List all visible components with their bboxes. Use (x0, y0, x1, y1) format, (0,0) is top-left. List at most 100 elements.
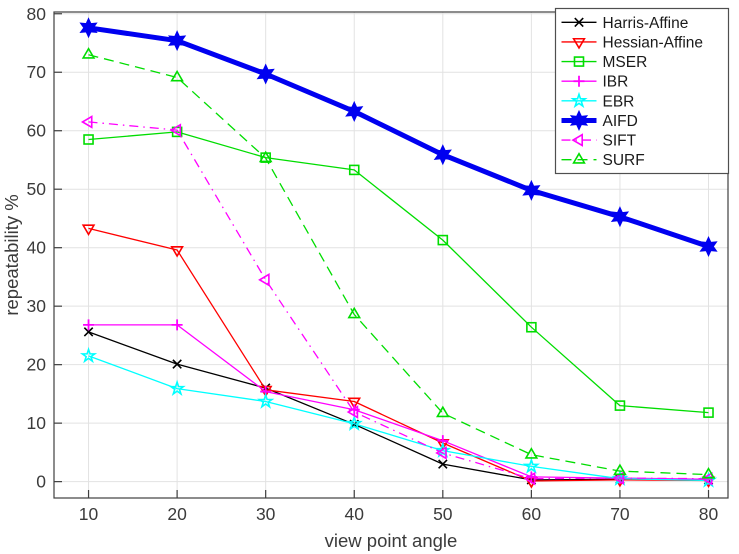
series-aifd (79, 17, 718, 258)
marker-triangle-up (572, 152, 586, 164)
marker-hexagram-filled (168, 30, 187, 52)
series-line (88, 324, 709, 480)
y-tick-label: 20 (27, 355, 47, 375)
marker-x (574, 17, 584, 28)
x-tick-label: 60 (522, 504, 542, 524)
series-hessian-affine (81, 224, 716, 489)
legend-box (554, 7, 730, 175)
marker-hexagram-filled (79, 17, 98, 39)
marker-triangle-up (436, 405, 450, 418)
legend-item-surf: SURF (561, 152, 645, 169)
marker-triangle-left (169, 123, 182, 137)
marker-square (573, 56, 585, 67)
marker-star5 (522, 457, 541, 474)
marker-hexagram-filled (522, 179, 541, 201)
series-line (88, 54, 709, 476)
marker-triangle-left (80, 115, 93, 129)
x-tick-label: 10 (79, 504, 99, 524)
legend-label: Harris-Affine (603, 15, 689, 32)
marker-hexagram-filled (345, 100, 364, 122)
legend-item-mser: MSER (561, 54, 648, 71)
marker-square (526, 321, 537, 333)
marker-star5 (257, 392, 275, 409)
series-harris-affine (83, 327, 714, 485)
legend-item-ebr: EBR (561, 91, 635, 110)
legend-item-ibr: IBR (561, 74, 629, 91)
marker-triangle-down (170, 246, 184, 258)
marker-hexagram-filled (256, 63, 275, 85)
legend-item-aifd: AIFD (561, 109, 638, 131)
marker-square (703, 407, 714, 418)
grid (54, 12, 728, 498)
marker-triangle-down (81, 224, 96, 236)
marker-square (348, 164, 360, 176)
marker-x (83, 327, 94, 337)
marker-hexagram-filled (433, 144, 452, 166)
marker-star5 (570, 91, 588, 109)
y-axis-label: repeatability % (1, 194, 22, 315)
marker-triangle-up (81, 47, 96, 59)
legend-label: SIFT (603, 133, 637, 150)
marker-triangle-up (524, 447, 539, 459)
legend-label: AIFD (603, 113, 638, 130)
series-sift (80, 115, 713, 486)
marker-hexagram-filled (699, 236, 718, 258)
marker-x (438, 459, 448, 469)
plot-box (53, 11, 729, 499)
y-tick-label: 30 (27, 296, 47, 316)
x-tick-label: 50 (433, 504, 453, 524)
legend-label: EBR (603, 93, 635, 110)
legend-label: IBR (603, 74, 629, 91)
marker-triangle-left (258, 273, 270, 287)
series-line (88, 227, 709, 482)
series-line (88, 131, 709, 414)
marker-triangle-down (347, 397, 362, 410)
x-tick-label: 30 (256, 504, 276, 524)
marker-triangle-left (435, 446, 447, 460)
y-tick-label: 0 (36, 472, 46, 492)
marker-triangle-down (572, 37, 586, 50)
marker-square (614, 400, 626, 411)
y-tick-label: 40 (27, 238, 47, 258)
legend-item-sift: SIFT (561, 133, 637, 150)
marker-triangle-left (612, 471, 624, 485)
legend: Harris-Affine Hessian-Affine MSER IBR EBR AIF… (554, 7, 730, 175)
marker-square (83, 134, 94, 145)
y-tick-label: 50 (27, 179, 47, 199)
series-line (88, 121, 709, 480)
marker-plus (171, 319, 183, 331)
legend-label: MSER (603, 54, 648, 71)
marker-triangle-left (571, 133, 584, 147)
series-surf (81, 47, 716, 479)
marker-triangle-left (700, 471, 713, 486)
y-tick-label: 80 (27, 4, 47, 24)
marker-triangle-left (346, 405, 359, 419)
series-line (88, 25, 710, 249)
y-tick-label: 60 (27, 121, 47, 141)
axes: 10 20 30 40 50 60 70 80 0 10 20 30 40 50 60 70 80 (27, 4, 729, 524)
legend-label: SURF (603, 152, 645, 169)
marker-triangle-left (523, 471, 536, 486)
x-tick-label: 40 (345, 504, 365, 524)
marker-hexagram-filled (610, 206, 630, 228)
y-tick-label: 10 (27, 413, 47, 433)
marker-triangle-up (347, 306, 362, 319)
x-tick-label: 20 (167, 504, 187, 524)
series-line (88, 355, 709, 482)
legend-item-harris-affine: Harris-Affine (561, 15, 689, 32)
series (79, 17, 718, 489)
marker-star5 (79, 346, 98, 364)
x-tick-label: 70 (610, 504, 630, 524)
marker-star5 (345, 414, 363, 432)
marker-triangle-up (613, 463, 627, 476)
marker-star5 (168, 379, 186, 396)
series-line (88, 331, 709, 481)
marker-triangle-up (170, 69, 184, 82)
marker-x (172, 359, 182, 369)
x-axis-label: view point angle (325, 530, 458, 551)
marker-hexagram-filled (569, 109, 589, 131)
marker-plus (83, 319, 95, 331)
series-mser (83, 126, 714, 418)
